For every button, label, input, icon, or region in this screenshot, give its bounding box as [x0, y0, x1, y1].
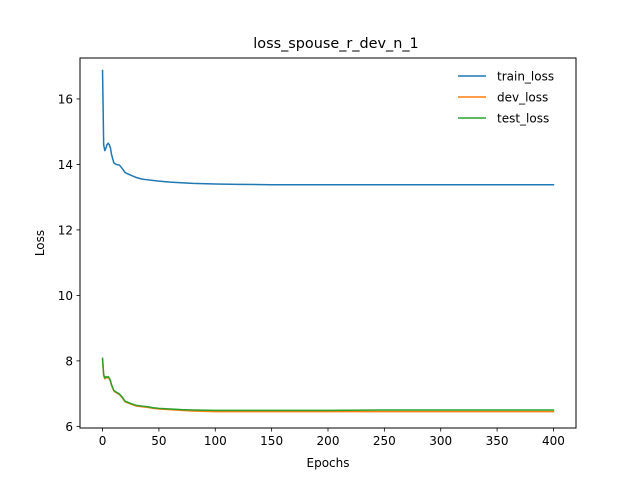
chart-title: loss_spouse_r_dev_n_1	[253, 36, 418, 52]
x-tick-label: 300	[429, 434, 452, 448]
x-tick-label: 200	[317, 434, 340, 448]
x-tick-label: 150	[260, 434, 283, 448]
x-tick-label: 50	[151, 434, 166, 448]
x-tick-label: 250	[373, 434, 396, 448]
series-line-train-loss	[101, 69, 555, 186]
y-axis-ticks: 6 8 10 12 14 16	[58, 92, 80, 434]
legend-label-test-loss: test_loss	[497, 112, 549, 126]
x-tick-label: 400	[542, 434, 565, 448]
legend: train_loss dev_loss test_loss	[458, 70, 554, 126]
y-tick-label: 14	[58, 158, 73, 172]
plot-lines	[101, 69, 555, 413]
y-tick-label: 12	[58, 223, 73, 237]
y-tick-label: 6	[65, 420, 73, 434]
x-tick-label: 100	[204, 434, 227, 448]
y-tick-label: 8	[65, 354, 73, 368]
y-tick-label: 10	[58, 289, 73, 303]
legend-label-train-loss: train_loss	[497, 70, 554, 84]
x-tick-label: 350	[486, 434, 509, 448]
x-axis-ticks: 0 50 100 150 200 250 300 350 400	[99, 428, 565, 448]
x-tick-label: 0	[99, 434, 107, 448]
series-line-test-loss	[101, 357, 555, 412]
y-axis-label: Loss	[33, 230, 47, 256]
y-tick-label: 16	[58, 92, 73, 106]
legend-label-dev-loss: dev_loss	[497, 91, 548, 105]
x-axis-label: Epochs	[307, 456, 350, 470]
